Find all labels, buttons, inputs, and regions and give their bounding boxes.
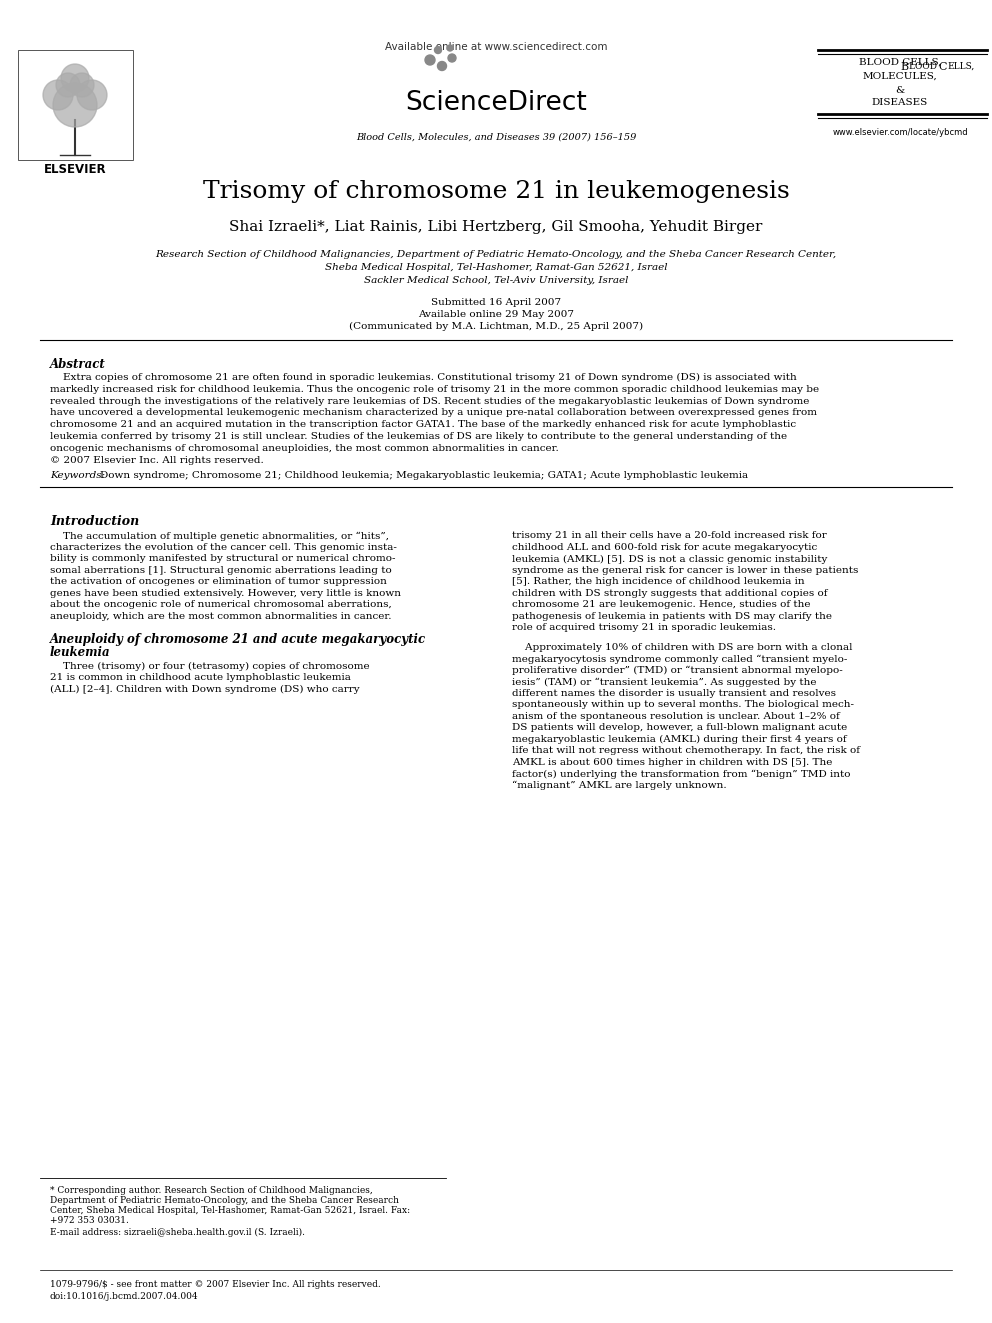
Text: doi:10.1016/j.bcmd.2007.04.004: doi:10.1016/j.bcmd.2007.04.004 — [50, 1293, 198, 1301]
Text: pathogenesis of leukemia in patients with DS may clarify the: pathogenesis of leukemia in patients wit… — [512, 613, 832, 620]
Circle shape — [43, 79, 73, 110]
Text: chromosome 21 and an acquired mutation in the transcription factor GATA1. The ba: chromosome 21 and an acquired mutation i… — [50, 421, 797, 429]
Circle shape — [53, 83, 97, 127]
Text: genes have been studied extensively. However, very little is known: genes have been studied extensively. How… — [50, 589, 401, 598]
Text: markedly increased risk for childhood leukemia. Thus the oncogenic role of triso: markedly increased risk for childhood le… — [50, 385, 819, 394]
Text: Available online at www.sciencedirect.com: Available online at www.sciencedirect.co… — [385, 42, 607, 52]
Text: chromosome 21 are leukemogenic. Hence, studies of the: chromosome 21 are leukemogenic. Hence, s… — [512, 601, 810, 610]
Text: leukemia: leukemia — [50, 647, 111, 659]
Text: MOLECULES,: MOLECULES, — [863, 71, 937, 81]
Text: revealed through the investigations of the relatively rare leukemias of DS. Rece: revealed through the investigations of t… — [50, 397, 809, 406]
Text: factor(s) underlying the transformation from “benign” TMD into: factor(s) underlying the transformation … — [512, 770, 850, 779]
Text: C: C — [938, 62, 946, 71]
Text: about the oncogenic role of numerical chromosomal aberrations,: about the oncogenic role of numerical ch… — [50, 601, 392, 610]
Text: spontaneously within up to several months. The biological mech-: spontaneously within up to several month… — [512, 700, 854, 709]
Text: ELLS,: ELLS, — [947, 62, 974, 71]
Text: megakaryocytosis syndrome commonly called “transient myelo-: megakaryocytosis syndrome commonly calle… — [512, 655, 847, 664]
Text: Sackler Medical School, Tel-Aviv University, Israel: Sackler Medical School, Tel-Aviv Univers… — [364, 277, 628, 284]
Circle shape — [437, 61, 446, 70]
Text: leukemia (AMKL) [5]. DS is not a classic genomic instability: leukemia (AMKL) [5]. DS is not a classic… — [512, 554, 827, 564]
Circle shape — [56, 73, 80, 97]
Text: (Communicated by M.A. Lichtman, M.D., 25 April 2007): (Communicated by M.A. Lichtman, M.D., 25… — [349, 321, 643, 331]
Text: childhood ALL and 600-fold risk for acute megakaryocytic: childhood ALL and 600-fold risk for acut… — [512, 542, 817, 552]
Text: 21 is common in childhood acute lymphoblastic leukemia: 21 is common in childhood acute lymphobl… — [50, 673, 351, 681]
Text: Department of Pediatric Hemato-Oncology, and the Sheba Cancer Research: Department of Pediatric Hemato-Oncology,… — [50, 1196, 399, 1205]
Text: Introduction: Introduction — [50, 516, 139, 528]
Circle shape — [425, 56, 435, 65]
Text: www.elsevier.com/locate/ybcmd: www.elsevier.com/locate/ybcmd — [832, 128, 968, 138]
Text: Keywords:: Keywords: — [50, 471, 105, 480]
Text: Extra copies of chromosome 21 are often found in sporadic leukemias. Constitutio: Extra copies of chromosome 21 are often … — [50, 373, 797, 382]
Text: Submitted 16 April 2007: Submitted 16 April 2007 — [431, 298, 561, 307]
Text: Available online 29 May 2007: Available online 29 May 2007 — [418, 310, 574, 319]
Circle shape — [447, 45, 453, 52]
Text: syndrome as the general risk for cancer is lower in these patients: syndrome as the general risk for cancer … — [512, 566, 858, 576]
Circle shape — [61, 64, 89, 93]
Text: Blood Cells, Molecules, and Diseases 39 (2007) 156–159: Blood Cells, Molecules, and Diseases 39 … — [356, 134, 636, 142]
Text: life that will not regress without chemotherapy. In fact, the risk of: life that will not regress without chemo… — [512, 746, 860, 755]
Text: somal aberrations [1]. Structural genomic aberrations leading to: somal aberrations [1]. Structural genomi… — [50, 566, 392, 576]
Circle shape — [448, 54, 456, 62]
Text: Aneuploidy of chromosome 21 and acute megakaryocytic: Aneuploidy of chromosome 21 and acute me… — [50, 634, 427, 647]
Text: children with DS strongly suggests that additional copies of: children with DS strongly suggests that … — [512, 589, 827, 598]
Text: (ALL) [2–4]. Children with Down syndrome (DS) who carry: (ALL) [2–4]. Children with Down syndrome… — [50, 684, 360, 693]
Text: anism of the spontaneous resolution is unclear. About 1–2% of: anism of the spontaneous resolution is u… — [512, 712, 840, 721]
Bar — [18, 50, 133, 160]
Text: Shai Izraeli*, Liat Rainis, Libi Hertzberg, Gil Smooha, Yehudit Birger: Shai Izraeli*, Liat Rainis, Libi Hertzbe… — [229, 220, 763, 234]
Text: [5]. Rather, the high incidence of childhood leukemia in: [5]. Rather, the high incidence of child… — [512, 577, 805, 586]
Text: different names the disorder is usually transient and resolves: different names the disorder is usually … — [512, 689, 836, 699]
Text: Three (trisomy) or four (tetrasomy) copies of chromosome: Three (trisomy) or four (tetrasomy) copi… — [50, 662, 370, 671]
Text: oncogenic mechanisms of chromosomal aneuploidies, the most common abnormalities : oncogenic mechanisms of chromosomal aneu… — [50, 443, 558, 452]
Text: BLOOD CELLS,: BLOOD CELLS, — [859, 58, 941, 67]
Text: © 2007 Elsevier Inc. All rights reserved.: © 2007 Elsevier Inc. All rights reserved… — [50, 455, 264, 464]
Text: megakaryoblastic leukemia (AMKL) during their first 4 years of: megakaryoblastic leukemia (AMKL) during … — [512, 734, 846, 744]
Circle shape — [70, 73, 94, 97]
Text: Down syndrome; Chromosome 21; Childhood leukemia; Megakaryoblastic leukemia; GAT: Down syndrome; Chromosome 21; Childhood … — [100, 471, 748, 480]
Text: Abstract: Abstract — [50, 359, 106, 370]
Text: leukemia conferred by trisomy 21 is still unclear. Studies of the leukemias of D: leukemia conferred by trisomy 21 is stil… — [50, 433, 787, 441]
Text: B: B — [900, 62, 908, 71]
Text: “malignant” AMKL are largely unknown.: “malignant” AMKL are largely unknown. — [512, 781, 726, 790]
Text: trisomy 21 in all their cells have a 20-fold increased risk for: trisomy 21 in all their cells have a 20-… — [512, 532, 826, 540]
Text: proliferative disorder” (TMD) or “transient abnormal myelopo-: proliferative disorder” (TMD) or “transi… — [512, 665, 843, 675]
Text: Trisomy of chromosome 21 in leukemogenesis: Trisomy of chromosome 21 in leukemogenes… — [202, 180, 790, 202]
Text: * Corresponding author. Research Section of Childhood Malignancies,: * Corresponding author. Research Section… — [50, 1185, 373, 1195]
Text: &: & — [896, 86, 905, 95]
Circle shape — [434, 46, 441, 53]
Text: have uncovered a developmental leukemogenic mechanism characterized by a unique : have uncovered a developmental leukemoge… — [50, 409, 817, 417]
Text: Approximately 10% of children with DS are born with a clonal: Approximately 10% of children with DS ar… — [512, 643, 852, 652]
Text: AMKL is about 600 times higher in children with DS [5]. The: AMKL is about 600 times higher in childr… — [512, 758, 832, 767]
Circle shape — [77, 79, 107, 110]
Text: Research Section of Childhood Malignancies, Department of Pediatric Hemato-Oncol: Research Section of Childhood Malignanci… — [156, 250, 836, 259]
Text: bility is commonly manifested by structural or numerical chromo-: bility is commonly manifested by structu… — [50, 554, 396, 564]
Text: the activation of oncogenes or elimination of tumor suppression: the activation of oncogenes or eliminati… — [50, 577, 387, 586]
Text: 1079-9796/$ - see front matter © 2007 Elsevier Inc. All rights reserved.: 1079-9796/$ - see front matter © 2007 El… — [50, 1279, 381, 1289]
Text: characterizes the evolution of the cancer cell. This genomic insta-: characterizes the evolution of the cance… — [50, 542, 397, 552]
Text: LOOD: LOOD — [909, 62, 939, 71]
Text: E-mail address: sizraeli@sheba.health.gov.il (S. Izraeli).: E-mail address: sizraeli@sheba.health.go… — [50, 1228, 305, 1237]
Text: Center, Sheba Medical Hospital, Tel-Hashomer, Ramat-Gan 52621, Israel. Fax:: Center, Sheba Medical Hospital, Tel-Hash… — [50, 1207, 410, 1215]
Text: role of acquired trisomy 21 in sporadic leukemias.: role of acquired trisomy 21 in sporadic … — [512, 623, 776, 632]
Text: DS patients will develop, however, a full-blown malignant acute: DS patients will develop, however, a ful… — [512, 724, 847, 733]
Text: iesis” (TAM) or “transient leukemia”. As suggested by the: iesis” (TAM) or “transient leukemia”. As… — [512, 677, 816, 687]
Text: ELSEVIER: ELSEVIER — [44, 163, 106, 176]
Text: The accumulation of multiple genetic abnormalities, or “hits”,: The accumulation of multiple genetic abn… — [50, 532, 389, 541]
Text: Sheba Medical Hospital, Tel-Hashomer, Ramat-Gan 52621, Israel: Sheba Medical Hospital, Tel-Hashomer, Ra… — [324, 263, 668, 273]
Text: ScienceDirect: ScienceDirect — [405, 90, 587, 116]
Text: DISEASES: DISEASES — [872, 98, 929, 107]
Text: aneuploidy, which are the most common abnormalities in cancer.: aneuploidy, which are the most common ab… — [50, 613, 392, 620]
Text: +972 353 03031.: +972 353 03031. — [50, 1216, 129, 1225]
